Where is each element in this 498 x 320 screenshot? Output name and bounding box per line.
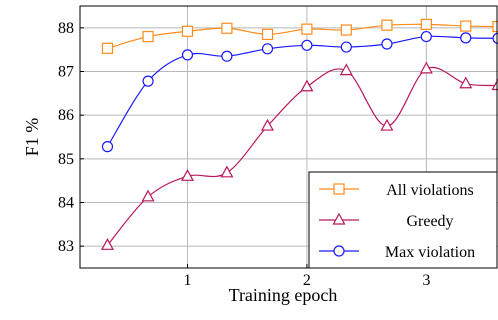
data-point-greedy bbox=[300, 79, 314, 92]
x-axis-title: Training epoch bbox=[229, 285, 338, 305]
data-point-all-violations bbox=[340, 24, 352, 36]
series-layer bbox=[100, 18, 498, 250]
data-point-greedy bbox=[459, 76, 473, 89]
data-point-max-violation bbox=[221, 50, 233, 62]
data-point-max-violation bbox=[460, 32, 472, 44]
y-tick-label: 84 bbox=[58, 195, 74, 212]
data-point-greedy bbox=[220, 165, 234, 178]
data-point-max-violation bbox=[420, 30, 432, 43]
data-point-all-violations bbox=[381, 19, 393, 31]
data-point-greedy bbox=[339, 63, 353, 76]
y-tick-label: 86 bbox=[58, 107, 74, 124]
data-point-all-violations bbox=[142, 30, 154, 43]
legend-entry-greedy: Greedy bbox=[319, 212, 454, 230]
data-point-max-violation bbox=[301, 39, 313, 51]
data-point-all-violations bbox=[261, 28, 274, 40]
legend-swatch-marker bbox=[332, 212, 346, 225]
y-axis-title: F1 % bbox=[22, 118, 42, 157]
legend: All violations Greedy Max violation bbox=[308, 171, 498, 269]
x-tick-label: 1 bbox=[183, 272, 191, 289]
data-point-greedy bbox=[419, 61, 433, 74]
data-point-all-violations bbox=[492, 20, 498, 33]
legend-label: Max violation bbox=[385, 244, 475, 261]
data-point-all-violations bbox=[420, 18, 432, 30]
y-tick-label: 83 bbox=[58, 238, 74, 255]
series-greedy bbox=[100, 61, 498, 250]
y-tick-label: 85 bbox=[58, 151, 74, 168]
data-point-max-violation bbox=[142, 75, 154, 87]
data-point-all-violations bbox=[221, 22, 233, 34]
data-point-greedy bbox=[380, 118, 394, 131]
data-point-all-violations bbox=[181, 25, 194, 37]
legend-entry-all-violations: All violations bbox=[319, 182, 474, 199]
series-all-violations bbox=[101, 18, 498, 54]
data-point-greedy bbox=[180, 169, 195, 181]
plot-frame bbox=[79, 5, 498, 269]
series-line-max-violation bbox=[106, 35, 498, 147]
data-point-greedy bbox=[100, 238, 114, 250]
data-point-all-violations bbox=[460, 20, 472, 32]
data-point-all-violations bbox=[301, 23, 313, 35]
data-point-max-violation bbox=[101, 141, 114, 153]
x-tick-label: 3 bbox=[422, 272, 430, 289]
y-tick-label: 87 bbox=[58, 64, 74, 81]
tick-layer: 83 84 85 86 87 88 1 2 3 bbox=[58, 20, 430, 289]
legend-swatch-marker bbox=[333, 245, 345, 257]
data-point-all-violations bbox=[101, 42, 114, 54]
legend-swatch-marker bbox=[333, 183, 345, 195]
legend-label: Greedy bbox=[406, 213, 453, 230]
y-tick-label: 88 bbox=[58, 20, 74, 37]
grid-layer bbox=[80, 6, 498, 268]
legend-entry-max-violation: Max violation bbox=[319, 244, 475, 261]
data-point-greedy bbox=[141, 189, 155, 202]
x-tick-label: 2 bbox=[303, 272, 311, 289]
data-point-max-violation bbox=[340, 41, 352, 53]
data-point-max-violation bbox=[181, 49, 194, 61]
series-max-violation bbox=[101, 30, 498, 153]
data-point-max-violation bbox=[381, 38, 393, 50]
legend-label: All violations bbox=[386, 182, 474, 199]
data-point-greedy bbox=[260, 118, 275, 131]
data-point-max-violation bbox=[261, 43, 274, 55]
